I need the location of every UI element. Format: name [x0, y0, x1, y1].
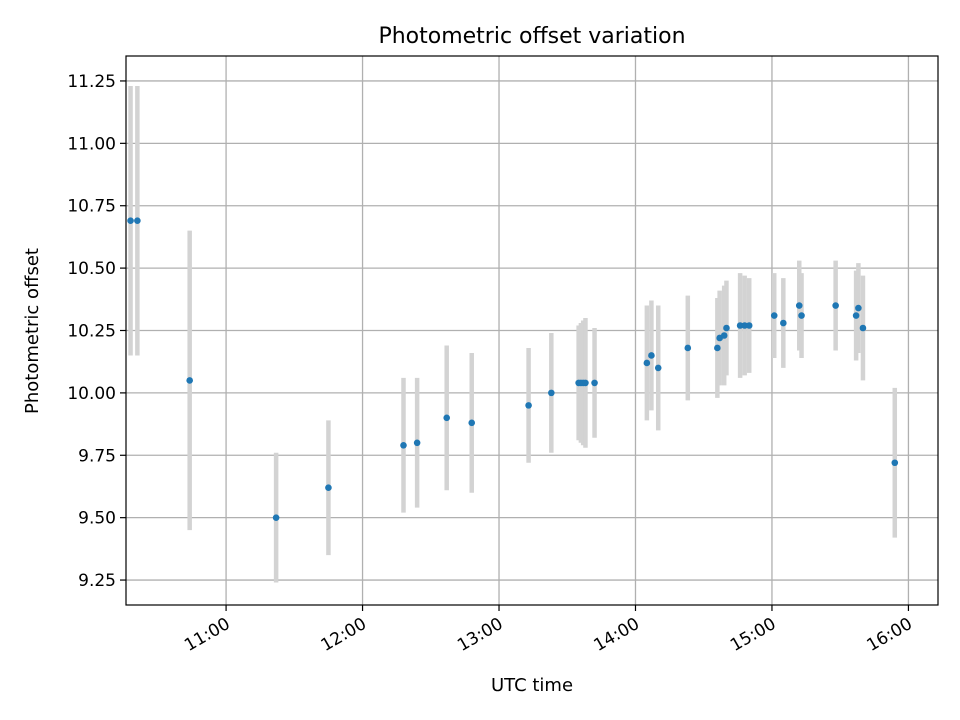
data-point — [186, 377, 193, 384]
data-point — [648, 352, 655, 359]
data-point — [413, 439, 421, 447]
data-point — [400, 441, 407, 449]
data-point — [859, 324, 867, 332]
data-point — [741, 322, 748, 329]
y-tick-label: 9.75 — [78, 446, 116, 466]
y-tick-label: 9.25 — [78, 571, 116, 591]
data-point — [684, 344, 692, 352]
data-point — [832, 302, 839, 309]
data-point — [723, 324, 730, 332]
data-points — [127, 217, 899, 521]
data-point — [855, 304, 862, 312]
data-point — [714, 344, 721, 352]
y-tick-label: 11.00 — [67, 134, 116, 154]
data-point — [127, 217, 134, 224]
data-point — [468, 419, 476, 427]
data-point — [134, 217, 141, 224]
data-point — [591, 379, 598, 387]
y-axis-label: Photometric offset — [22, 248, 43, 414]
data-point — [272, 514, 280, 521]
data-point — [780, 319, 787, 327]
x-axis-label: UTC time — [491, 675, 573, 696]
y-axis-ticks: 9.25 9.50 9.75 10.00 10.25 10.50 10.75 11.00 11.… — [67, 72, 126, 591]
data-point — [548, 389, 555, 397]
data-point — [736, 322, 744, 329]
data-point — [798, 312, 805, 319]
data-point — [891, 459, 899, 467]
data-point — [654, 364, 662, 372]
data-point — [720, 332, 728, 339]
chart-title: Photometric offset variation — [378, 24, 685, 49]
grid — [126, 56, 938, 605]
y-tick-label: 9.50 — [78, 509, 116, 529]
data-point — [582, 379, 589, 387]
data-point — [643, 359, 651, 367]
data-point — [745, 322, 753, 329]
data-point — [770, 312, 778, 319]
data-point — [525, 402, 532, 409]
data-point — [443, 414, 451, 422]
y-tick-label: 11.25 — [67, 72, 116, 92]
y-tick-label: 10.25 — [67, 322, 116, 342]
data-point — [325, 484, 332, 492]
y-tick-label: 10.75 — [67, 197, 116, 217]
y-tick-label: 10.50 — [67, 259, 116, 279]
data-point — [852, 312, 860, 319]
y-tick-label: 10.00 — [67, 384, 116, 404]
data-point — [795, 302, 803, 309]
